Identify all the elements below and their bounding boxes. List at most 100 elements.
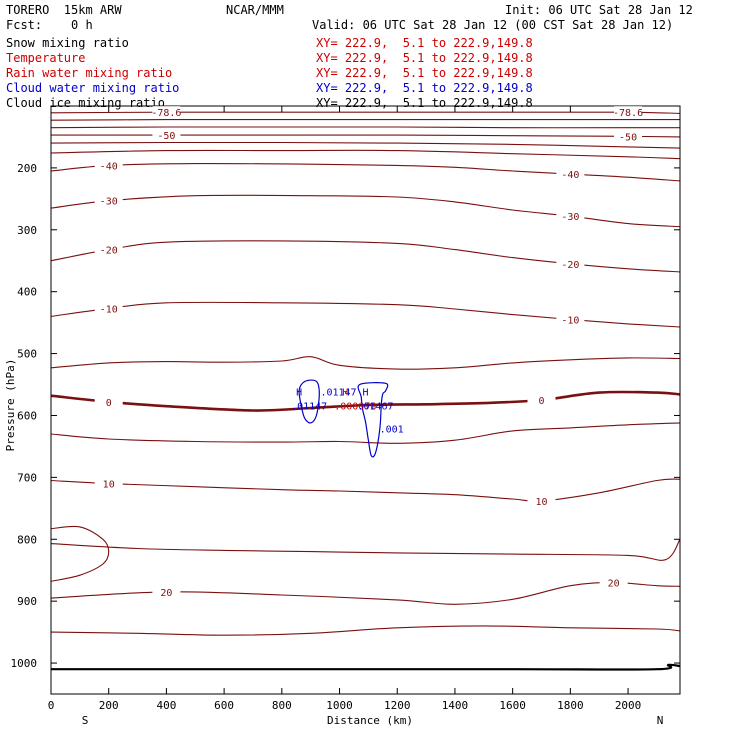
model-title: TORERO 15km ARW bbox=[6, 3, 122, 17]
isotherm-label: -30 bbox=[561, 212, 579, 223]
extremum-high-marker: H bbox=[296, 388, 302, 399]
isotherm-label: -20 bbox=[100, 246, 118, 257]
legend-rain-label: Rain water mixing ratio bbox=[6, 66, 173, 80]
x-tick-label: 1800 bbox=[557, 699, 584, 712]
isotherm-label: 10 bbox=[103, 480, 115, 491]
isotherm-label: -20 bbox=[561, 260, 579, 271]
plot-border bbox=[50, 105, 681, 695]
isotherm-label: -40 bbox=[100, 161, 118, 172]
plot-frame bbox=[50, 105, 681, 695]
isotherm-label-bg bbox=[152, 585, 181, 598]
isotherm-label: -10 bbox=[561, 316, 579, 327]
isotherm-6 bbox=[50, 163, 681, 182]
legend-cloud-water-label: Cloud water mixing ratio bbox=[6, 81, 180, 95]
isotherm-label-bg bbox=[94, 194, 123, 207]
x-tick-label: 0 bbox=[48, 699, 55, 712]
isotherm-12 bbox=[50, 422, 681, 444]
x-tick-label: 1200 bbox=[384, 699, 411, 712]
y-tick-label: 800 bbox=[17, 533, 37, 546]
y-tick-label: 400 bbox=[17, 286, 37, 299]
init-time: Init: 06 UTC Sat 28 Jan 12 bbox=[505, 3, 693, 17]
isotherm-5 bbox=[50, 149, 681, 160]
isotherm-3 bbox=[51, 134, 681, 138]
isotherm-label-bg bbox=[94, 302, 123, 315]
isotherm-label-bg bbox=[556, 257, 585, 270]
x-tick-label: 600 bbox=[214, 699, 234, 712]
x-tick-label: 200 bbox=[99, 699, 119, 712]
isotherm-label: -50 bbox=[157, 131, 175, 142]
isotherm-13 bbox=[50, 478, 681, 502]
cloud-water-label: .001 bbox=[380, 425, 404, 436]
legend-rain-xy: XY= 222.9, 5.1 to 222.9,149.8 bbox=[316, 66, 533, 80]
isotherm-label: -78.6 bbox=[613, 108, 643, 119]
isotherm-label-bg bbox=[527, 494, 556, 507]
isotherm-label-bg bbox=[152, 129, 181, 142]
legend-temperature-xy: XY= 222.9, 5.1 to 222.9,149.8 bbox=[316, 51, 533, 65]
isotherm-label-bg bbox=[94, 159, 123, 172]
isotherm-label-bg bbox=[614, 130, 643, 143]
extremum-high-marker: H bbox=[342, 388, 348, 399]
isotherm-label: 0 bbox=[106, 398, 112, 409]
x-axis-label: Distance (km) bbox=[327, 714, 413, 727]
x-end-label-right: N bbox=[657, 714, 664, 727]
isotherm-label-bg bbox=[94, 477, 123, 490]
valid-time: Valid: 06 UTC Sat 28 Jan 12 (00 CST Sat … bbox=[312, 18, 674, 32]
terrain-line bbox=[50, 663, 681, 671]
legend-cloud-water-xy: XY= 222.9, 5.1 to 222.9,149.8 bbox=[316, 81, 533, 95]
y-axis-label: Pressure (hPa) bbox=[4, 359, 17, 452]
isotherm-2 bbox=[50, 126, 680, 129]
isotherm-11 bbox=[50, 390, 681, 412]
isotherm-label-bg bbox=[556, 210, 585, 223]
cloud-water-contour-0 bbox=[298, 379, 320, 424]
temperature-isotherms bbox=[50, 111, 681, 636]
isotherm-14 bbox=[50, 525, 110, 582]
legend-snow-xy: XY= 222.9, 5.1 to 222.9,149.8 bbox=[316, 36, 533, 50]
isotherm-label: -10 bbox=[100, 304, 118, 315]
isotherm-label: 10 bbox=[535, 497, 547, 508]
y-tick-label: 700 bbox=[17, 471, 37, 484]
extremum-value-label: .01467 bbox=[357, 402, 393, 413]
isotherm-label: 20 bbox=[160, 588, 172, 599]
isotherm-10 bbox=[50, 356, 681, 370]
extrema-markers: H .01147 H .000078 H .01467 bbox=[291, 388, 393, 413]
isotherm-label-bg bbox=[556, 313, 585, 326]
isotherm-label-bg bbox=[152, 106, 181, 119]
isotherm-label: -78.6 bbox=[151, 108, 181, 119]
isotherm-label-bg bbox=[599, 576, 628, 589]
x-tick-label: 2000 bbox=[615, 699, 642, 712]
extremum-value-label: .000078 bbox=[334, 402, 376, 413]
isotherm-label-bg bbox=[614, 106, 643, 119]
isotherm-8 bbox=[50, 240, 681, 273]
y-tick-label: 500 bbox=[17, 348, 37, 361]
x-tick-label: 800 bbox=[272, 699, 292, 712]
x-tick-label: 1600 bbox=[499, 699, 526, 712]
isotherm-16 bbox=[50, 582, 681, 605]
y-tick-label: 200 bbox=[17, 162, 37, 175]
isotherm-label-bg bbox=[527, 394, 556, 406]
isotherm-label-bg bbox=[556, 168, 585, 181]
y-tick-label: 1000 bbox=[11, 657, 38, 670]
extremum-high-marker: H bbox=[362, 388, 368, 399]
extremum-value-label: .01147 bbox=[291, 402, 327, 413]
isotherm-17 bbox=[50, 625, 681, 636]
y-tick-label: 600 bbox=[17, 409, 37, 422]
contour-labels: -78.6 -78.6 -50 -50 -40 -40 -30 -30 -20 -20 -10 -10… bbox=[94, 106, 643, 599]
cloud-water-contour-1 bbox=[357, 382, 389, 458]
isotherm-label: -30 bbox=[100, 197, 118, 208]
center-title: NCAR/MMM bbox=[226, 3, 284, 17]
forecast-hour: Fcst: 0 h bbox=[6, 18, 93, 32]
legend-snow-label: Snow mixing ratio bbox=[6, 36, 129, 50]
isotherm-1 bbox=[50, 119, 680, 121]
isotherm-9 bbox=[50, 301, 681, 328]
x-end-label-left: S bbox=[82, 714, 89, 727]
isotherm-label-bg bbox=[94, 395, 123, 408]
isotherm-7 bbox=[50, 194, 681, 228]
isotherm-label: 20 bbox=[608, 579, 620, 590]
cloud-water-contours: .01147 .001 bbox=[298, 379, 404, 458]
x-tick-label: 400 bbox=[156, 699, 176, 712]
y-tick-label: 900 bbox=[17, 595, 37, 608]
isotherm-label: 0 bbox=[538, 396, 544, 407]
x-tick-label: 1000 bbox=[326, 699, 353, 712]
